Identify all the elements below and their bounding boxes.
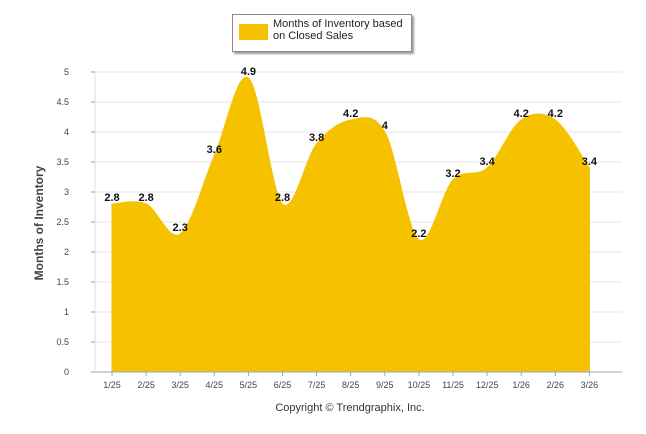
y-tick-label: 3.5 [56,157,69,167]
x-tick-label: 8/25 [342,380,360,390]
data-labels: 2.8 2.8 2.3 3.6 4.9 2.8 3.8 4.2 4 2.2 3.2 3.4 4.2 4.2… [104,66,598,240]
x-tick-label: 4/25 [206,380,224,390]
y-tick-label: 0.5 [56,337,69,347]
y-tick-label: 1.5 [56,277,69,287]
data-label: 4.2 [514,108,529,120]
y-tick-label: 2.5 [56,217,69,227]
data-label: 4 [382,120,389,132]
data-label: 3.8 [309,132,324,144]
data-label: 2.8 [104,192,119,204]
y-tick-label: 3 [64,187,69,197]
x-tick-label: 3/26 [581,380,599,390]
legend-label: Months of Inventory based on Closed Sale… [273,18,403,42]
series-area [111,76,590,373]
data-label: 2.2 [411,228,426,240]
x-tick-label: 2/25 [137,380,155,390]
y-tick-label: 0 [64,367,69,377]
y-axis-ticks: 0 0.5 1 1.5 2 2.5 3 3.5 4 4.5 5 [56,67,96,377]
data-label: 2.8 [138,192,153,204]
y-tick-label: 4 [64,127,69,137]
data-label: 4.9 [241,66,256,78]
x-tick-label: 2/26 [547,380,565,390]
data-label: 2.3 [173,222,188,234]
legend-swatch [239,24,268,40]
data-label: 4.2 [548,108,563,120]
legend: Months of Inventory based on Closed Sale… [232,14,412,52]
series-area-fill [111,76,590,373]
x-tick-label: 7/25 [308,380,326,390]
x-tick-label: 12/25 [476,380,499,390]
y-tick-label: 4.5 [56,97,69,107]
y-axis-title: Months of Inventory [32,165,46,280]
x-tick-label: 1/25 [103,380,121,390]
x-tick-label: 10/25 [408,380,431,390]
data-label: 4.2 [343,108,358,120]
data-label: 3.6 [207,144,222,156]
x-tick-label: 11/25 [442,380,464,390]
x-tick-label: 1/26 [512,380,530,390]
data-label: 3.4 [582,156,598,168]
x-tick-label: 3/25 [171,380,189,390]
data-label: 2.8 [275,192,290,204]
y-tick-label: 5 [64,67,69,77]
x-axis-ticks: 1/25 2/25 3/25 4/25 5/25 6/25 7/25 8/25 9/25 10/2… [103,372,598,390]
x-tick-label: 9/25 [376,380,394,390]
y-tick-label: 2 [64,247,69,257]
data-label: 3.4 [479,156,495,168]
data-label: 3.2 [445,168,460,180]
x-tick-label: 6/25 [274,380,292,390]
copyright-text: Copyright © Trendgraphix, Inc. [275,402,425,414]
x-tick-label: 5/25 [240,380,258,390]
y-tick-label: 1 [64,307,69,317]
